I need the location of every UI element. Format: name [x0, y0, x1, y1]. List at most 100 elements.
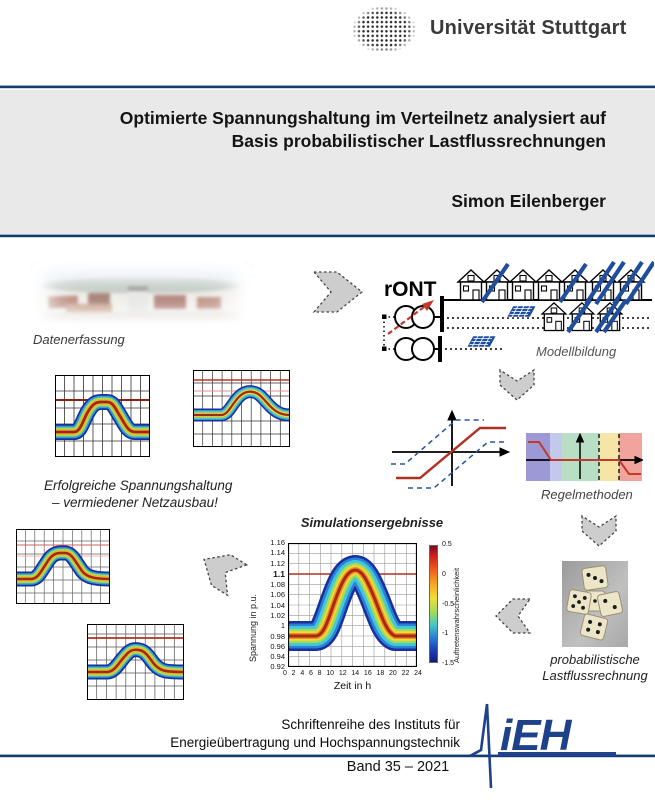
chart-border — [193, 370, 290, 447]
village-photo-content — [30, 262, 252, 330]
tap-changer-arrow — [387, 300, 434, 335]
chart-border — [16, 529, 110, 604]
tick-label: 22 — [401, 670, 410, 677]
photo-roof — [196, 297, 221, 310]
series-line-2: Energieübertragung und Hochspannungstech… — [170, 734, 460, 750]
arrow-down-icon — [581, 514, 617, 547]
voltage-band-chart-b — [193, 370, 290, 447]
label-result-line1: Erfolgreiche Spannungshaltung — [44, 478, 233, 493]
tick-label: 10 — [326, 670, 335, 677]
tick-label: 8 — [317, 670, 322, 677]
tick-label: 0.96 — [270, 641, 285, 651]
university-logo-icon — [352, 6, 416, 53]
label-probabilistisch: probabilistische Lastflussrechnung — [534, 652, 655, 685]
voltage-band-chart-a — [55, 375, 150, 457]
voltage-band — [55, 394, 150, 440]
photo-roof — [154, 294, 187, 309]
simulation-chart-plot — [288, 543, 417, 667]
tick-label: 14 — [351, 670, 360, 677]
die-icon — [597, 591, 623, 617]
die-icon — [566, 589, 592, 615]
deadband-upper — [391, 419, 484, 465]
photo-vignette — [30, 262, 252, 330]
colorbar — [429, 545, 438, 663]
title-line-2: Basis probabilistischer Lastflussrechnun… — [231, 131, 606, 152]
tick-label: 0.5 — [442, 541, 452, 548]
series-title: Schriftenreihe des Instituts für Energie… — [120, 716, 460, 751]
label-datenerfassung: Datenerfassung — [33, 332, 125, 347]
photo-treeline — [43, 278, 239, 294]
title-line-1: Optimierte Spannungshaltung im Verteilne… — [119, 108, 606, 128]
divider-middle — [0, 234, 655, 238]
photo-roof — [65, 304, 112, 314]
label-result-line2: – vermiedener Netzausbau! — [52, 494, 218, 510]
tick-label: 0.94 — [270, 652, 285, 662]
tick-label: -0.5 — [442, 600, 455, 608]
tick-label: 0 — [442, 570, 446, 578]
heartbeat-pulse-icon — [469, 703, 493, 789]
series-line-1: Schriftenreihe des Instituts für — [281, 717, 460, 732]
chart-x-axis-label: Zeit in h — [333, 680, 372, 692]
voltage-band — [16, 545, 110, 587]
photo-building — [127, 286, 148, 314]
tick-label: 24 — [414, 670, 422, 677]
tick-label: 1.08 — [270, 580, 285, 590]
volume-label: Band 35 – 2021 — [346, 759, 450, 775]
deadband-lower — [408, 441, 508, 489]
arrow-down-icon — [499, 368, 535, 401]
arrow-left-icon — [495, 598, 532, 634]
grid-lines — [87, 624, 184, 700]
dice-photo — [562, 561, 628, 647]
label-result: Erfolgreiche Spannungshaltung – vermiede… — [44, 478, 232, 512]
tick-label: 1.04 — [270, 600, 285, 610]
regelmethoden-diagram — [526, 432, 643, 481]
title-block: Optimierte Spannungshaltung im Verteilne… — [0, 90, 655, 234]
tick-label: 0 — [283, 670, 287, 677]
voltage-band — [87, 642, 184, 680]
die-icon — [581, 565, 609, 591]
tick-label: 6 — [308, 670, 313, 677]
chart-border — [55, 375, 150, 457]
axes — [392, 409, 510, 486]
colorbar-label: Auftretenswahrscheinlichkeit — [452, 567, 461, 663]
ieh-logo: iEH — [469, 703, 616, 789]
tick-label: 1.06 — [270, 590, 285, 600]
photo-ground — [38, 312, 244, 324]
divider-top — [0, 85, 655, 89]
tick-label: 1.02 — [270, 610, 285, 620]
tick-label: 20 — [389, 670, 397, 677]
photo-roof — [87, 293, 110, 308]
divider-bottom — [0, 754, 655, 758]
tick-label: 0.98 — [270, 631, 285, 641]
tick-label: 12 — [338, 670, 347, 677]
die-icon — [579, 613, 609, 641]
grid-lines — [16, 529, 110, 604]
arrow-right-icon — [312, 271, 364, 313]
arrow-back-icon — [203, 554, 249, 597]
voltage-band-chart-d — [87, 624, 184, 700]
chart-y-ticks: 1.16 1.14 1.12 1.1 1.08 1.06 1.04 1.02 1 0.98 0.96… — [256, 539, 285, 671]
ieh-logo-text: iEH — [500, 711, 573, 760]
pv-slash-marks — [480, 260, 654, 334]
chart-border — [288, 543, 417, 667]
grid-lines — [55, 375, 150, 457]
colorbar-ticks: 0.5 0 -0.5 -1 -1.5 — [442, 541, 454, 667]
tick-label: -1.5 — [442, 660, 455, 667]
village-photo — [30, 262, 252, 330]
tick-label: 16 — [363, 670, 372, 677]
tick-label: 0.92 — [270, 662, 285, 672]
chart-title: Simulationsergebnisse — [300, 515, 444, 530]
control-curve — [396, 426, 506, 480]
pv-panel-icons — [466, 305, 537, 348]
chart-border — [87, 624, 184, 700]
tick-label: 1.1 — [273, 568, 285, 579]
tick-label: 2 — [291, 670, 296, 677]
author-name: Simon Eilenberger — [451, 191, 606, 212]
voltage-band — [288, 555, 417, 651]
chart-x-ticks: 0 2 4 6 8 10 12 14 16 18 20 22 24 — [283, 670, 422, 677]
tick-label: 1.14 — [270, 548, 285, 558]
ieh-logo-underline — [498, 752, 616, 756]
tick-label: -1 — [442, 630, 449, 638]
ront-label: rONT — [384, 278, 437, 301]
